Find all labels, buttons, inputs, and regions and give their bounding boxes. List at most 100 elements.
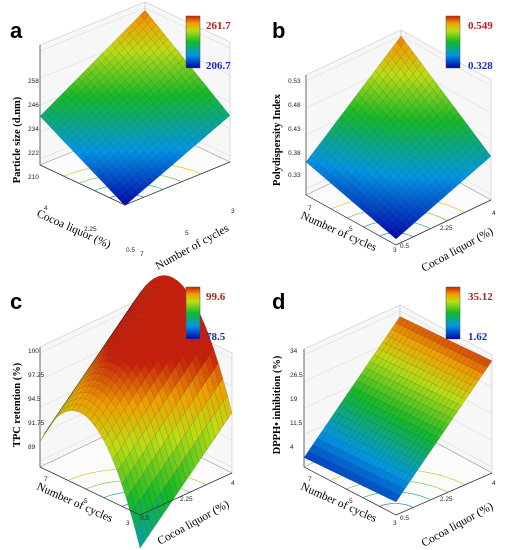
surface-cell [439, 422, 449, 432]
surface-cell [391, 63, 401, 75]
surface-cell [100, 147, 110, 157]
surface-cell [377, 120, 387, 131]
surface-cell [79, 392, 90, 400]
surface-cell [483, 358, 493, 368]
surface-cell [422, 179, 432, 189]
surface-cell [448, 384, 458, 394]
surface-cell [86, 112, 96, 123]
surface-cell [115, 388, 125, 402]
surface-cell [149, 133, 159, 144]
surface-cell [83, 147, 93, 157]
surface-cell [143, 107, 153, 117]
surface-cell [456, 155, 466, 166]
z-tick-b-4: 0.33 [288, 172, 301, 179]
surface-cell [367, 193, 377, 203]
surface-cell [457, 355, 467, 364]
surface-cell [174, 103, 184, 113]
surface-plot-d [303, 286, 493, 516]
surface-cell [373, 365, 383, 374]
surface-cell [412, 68, 422, 80]
surface-cell [199, 113, 209, 123]
surface-cell [168, 116, 178, 126]
right-tick-a-2: 3 [231, 208, 235, 215]
surface-cell [478, 154, 487, 164]
surface-cell [158, 43, 168, 54]
surface-cell [347, 165, 357, 176]
surface-cell [397, 170, 407, 180]
surface-cell [386, 345, 396, 355]
surface-cell [474, 371, 484, 381]
surface-cell [109, 184, 119, 194]
z-tick-d-0: 34 [290, 348, 298, 355]
surface-cell [140, 364, 150, 380]
surface-cell [107, 125, 117, 135]
surface-cell [420, 89, 430, 101]
surface-cell [335, 154, 344, 164]
surface-cell [378, 100, 388, 112]
surface-cell [71, 398, 81, 406]
surface-cell [99, 342, 109, 354]
surface-cell [388, 212, 397, 221]
surface-cell [124, 163, 134, 173]
surface-cell [85, 121, 96, 131]
surface-cell [145, 38, 156, 49]
surface-cell [423, 161, 432, 172]
surface-cell [84, 385, 94, 393]
z-tick-c-4: 89 [28, 444, 36, 451]
surface-cell [478, 365, 488, 374]
surface-cell [159, 33, 169, 44]
surface-cell [360, 376, 370, 385]
surface-cell [378, 110, 387, 121]
surface-cell [399, 94, 409, 106]
surface-cell [374, 95, 383, 107]
z-tick-a-1: 246 [28, 102, 39, 109]
surface-cell [216, 114, 226, 124]
surface-cell [424, 114, 433, 126]
surface-cell [114, 172, 125, 182]
left-tick-a-1: 2.25 [84, 226, 97, 233]
surface-cell [73, 117, 83, 128]
surface-cell [377, 375, 387, 385]
surface-cell [408, 84, 417, 95]
surface-cell [390, 348, 400, 357]
surface-cell [173, 151, 183, 161]
surface-cell [138, 299, 148, 308]
surface-cell [116, 320, 126, 331]
surface-cell [155, 111, 166, 122]
surface-cell [112, 331, 123, 340]
surface-cell [313, 163, 323, 173]
surface-cell [129, 120, 139, 130]
surface-cell [72, 86, 82, 97]
surface-cell [373, 125, 383, 136]
colorbar-max-d: 35.12 [468, 291, 493, 303]
surface-cell [126, 492, 136, 515]
surface-cell [407, 364, 417, 374]
surface-cell [403, 99, 413, 111]
surface-cell [58, 406, 68, 417]
surface-cell [440, 380, 450, 390]
z-tick-c-3: 91.75 [28, 420, 45, 427]
surface-cell [64, 118, 74, 128]
surface-cell [119, 38, 130, 49]
left-tick-a-2: 0.5 [126, 247, 135, 254]
surface-cell [105, 53, 115, 63]
surface-cell [466, 350, 476, 360]
surface-cell [355, 390, 365, 400]
surface-cell [393, 392, 403, 401]
z-tick-b-2: 0.43 [288, 126, 301, 133]
surface-cell [407, 114, 417, 125]
surface-cell [440, 363, 450, 373]
surface-cell [120, 159, 130, 169]
surface-cell [416, 104, 425, 116]
surface-cell [376, 392, 386, 402]
surface-cell [175, 85, 186, 95]
surface-cell [71, 95, 81, 106]
surface-cell [168, 474, 178, 500]
surface-cell [92, 373, 102, 381]
right-axis-line [124, 161, 231, 206]
surface-cell [440, 389, 450, 398]
surface-cell [411, 99, 421, 111]
surface-cell [355, 382, 365, 392]
surface-cell [340, 120, 349, 131]
right-axis-title-d: Cocoa liquor (%) [420, 500, 496, 549]
